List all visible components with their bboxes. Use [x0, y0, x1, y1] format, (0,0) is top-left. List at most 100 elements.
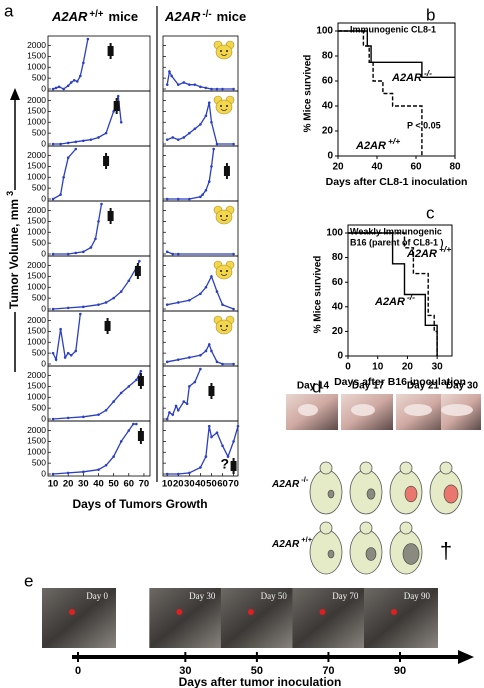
mouse-icon [220, 108, 228, 111]
tumor-site [319, 609, 326, 615]
data-point [165, 303, 169, 306]
y-tick-label: 0 [41, 193, 46, 203]
panel-label: d [312, 377, 321, 396]
data-point [215, 360, 219, 364]
y-axis-label: % Mice survived [313, 256, 324, 334]
panel-frame [47, 145, 151, 202]
annotation: ? [220, 456, 229, 472]
plot-frame [337, 22, 456, 157]
day-label: Day 30 [446, 381, 479, 392]
survival-curve [348, 232, 438, 356]
data-point [207, 343, 211, 346]
mouse-cartoon [309, 469, 343, 515]
data-point [82, 139, 85, 143]
y-tick-label: 500 [32, 402, 46, 412]
data-point [75, 80, 79, 83]
y-tick-label: 500 [32, 292, 46, 302]
chart-title: B16 (parent of CL8-1 ) [350, 237, 444, 247]
survival-curve [338, 30, 455, 78]
data-point [204, 285, 208, 289]
data-point [188, 197, 191, 201]
tumor-mark [327, 549, 335, 559]
data-point [66, 141, 70, 145]
mouse-icon [220, 270, 222, 272]
panel-label: c [426, 203, 435, 222]
data-point [199, 466, 202, 469]
x-axis-label: Days after B16 inoculation [334, 376, 466, 388]
x-tick-label: 20 [402, 362, 414, 373]
data-point [210, 165, 213, 168]
photo-label: Day 50 [261, 591, 288, 601]
data-point [66, 416, 70, 420]
y-tick-label: 1000 [27, 172, 46, 182]
data-point [97, 136, 100, 139]
tumor-site [176, 609, 183, 615]
tumor-photo [441, 404, 473, 416]
data-point [221, 87, 224, 91]
x-tick-label: 70 [139, 479, 150, 490]
data-point [97, 220, 100, 223]
y-tick-label: 1500 [27, 326, 46, 336]
data-point [74, 251, 78, 255]
y-tick-label: 1000 [27, 227, 46, 237]
x-tick-label: 50 [206, 479, 217, 490]
timeline-arrow [458, 650, 474, 664]
photo-label: Day 30 [189, 591, 216, 601]
data-point [171, 136, 175, 139]
y-tick-label: 1000 [27, 117, 46, 127]
data-point [199, 354, 202, 357]
legend-label: A2AR -/- [391, 68, 432, 84]
x-tick-label: 40 [371, 162, 383, 173]
data-point [215, 290, 219, 293]
timeline-tick-label: 30 [179, 665, 191, 677]
label-suffix: mice [217, 9, 247, 24]
data-point [193, 127, 197, 131]
y-tick-label: 1000 [27, 392, 46, 402]
chart-title: Weakly Immunogenic [350, 226, 442, 236]
data-point [168, 70, 171, 73]
tumor-site [247, 609, 254, 615]
data-point [127, 429, 131, 432]
photo-label: Day 0 [86, 591, 108, 601]
survival-curve [348, 232, 438, 356]
y-tick-label: 40 [322, 101, 334, 112]
y-tick-label: 0 [327, 151, 333, 162]
data-point [74, 349, 78, 353]
gene-name: A2AR [271, 479, 300, 490]
y-tick-label: 500 [32, 237, 46, 247]
mouse-icon [226, 50, 228, 52]
data-point [82, 470, 85, 474]
tumor-mark [365, 547, 377, 561]
tumor-mark [404, 485, 418, 503]
x-tick-label: 60 [123, 479, 134, 490]
gene-name: A2AR [164, 9, 201, 24]
data-point [171, 252, 175, 256]
timeline-tick-label: 50 [251, 665, 263, 677]
tumor-growth-line [52, 370, 142, 420]
data-point [204, 86, 208, 90]
data-point [188, 356, 191, 359]
mouse-icon [226, 105, 228, 107]
mouse-icon [220, 50, 222, 52]
photo-label: Day 70 [332, 591, 359, 601]
data-point [100, 202, 103, 206]
tumor-mark [366, 488, 376, 500]
tumor-photo [351, 404, 375, 416]
data-point [119, 391, 123, 395]
tumor-photo [298, 404, 318, 416]
gene-name: A2AR [271, 539, 300, 550]
legend-genotype: +/+ [439, 244, 451, 254]
data-point [62, 87, 65, 91]
data-point [232, 87, 235, 91]
data-point [176, 301, 180, 304]
y-tick-label: 2000 [27, 260, 46, 270]
mouse-icon [215, 319, 233, 335]
data-point [221, 444, 224, 448]
y-tick-label: 100 [326, 228, 343, 239]
day-label: Day 14 [297, 381, 330, 392]
data-point [165, 83, 169, 86]
data-point [97, 468, 100, 471]
data-point [165, 138, 169, 141]
y-tick-label: 80 [332, 252, 344, 263]
data-point [66, 471, 70, 475]
